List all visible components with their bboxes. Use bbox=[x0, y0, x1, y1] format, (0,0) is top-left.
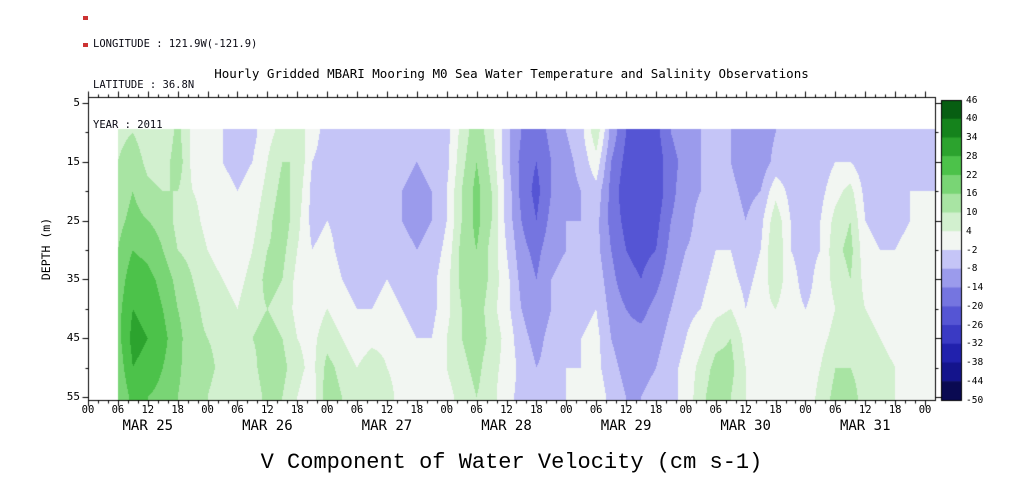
colorbar-tick-label: 22 bbox=[966, 169, 978, 181]
x-tick-label: 18 bbox=[530, 404, 543, 416]
x-day-label: MAR 28 bbox=[481, 418, 532, 434]
x-tick-label: 00 bbox=[679, 404, 693, 416]
y-tick-label: 45 bbox=[66, 331, 80, 345]
y-tick-label: 5 bbox=[73, 95, 80, 109]
y-tick-label: 35 bbox=[66, 272, 80, 286]
x-tick-label: 12 bbox=[261, 404, 274, 416]
latitude-label: LATITUDE : 36.8N bbox=[93, 78, 195, 91]
x-tick-label: 18 bbox=[649, 404, 663, 416]
colorbar-tick-label: -8 bbox=[966, 263, 978, 275]
x-tick-label: 18 bbox=[769, 404, 782, 416]
colorbar-tick-label: -44 bbox=[966, 375, 984, 387]
x-day-label: MAR 27 bbox=[361, 418, 413, 434]
x-tick-label: 12 bbox=[500, 404, 513, 416]
colorbar-tick-label: -26 bbox=[966, 319, 984, 331]
colorbar-tick-label: -14 bbox=[966, 282, 984, 293]
colorbar-tick-label: 28 bbox=[966, 150, 978, 162]
x-tick-label: 00 bbox=[799, 404, 812, 416]
colorbar-tick-label: -20 bbox=[966, 300, 984, 312]
y-tick-label: 25 bbox=[66, 213, 80, 227]
colorbar-tick-label: 34 bbox=[966, 132, 978, 143]
colorbar-tick-label: -38 bbox=[966, 357, 984, 368]
red-label-marker-icon bbox=[83, 43, 88, 47]
variable-title: V Component of Water Velocity (cm s-1) bbox=[260, 450, 763, 475]
colorbar-tick-label: 46 bbox=[966, 94, 978, 106]
x-tick-label: 18 bbox=[171, 404, 184, 416]
x-day-label: MAR 25 bbox=[122, 418, 174, 434]
x-tick-label: 06 bbox=[589, 404, 603, 416]
plot-title: Hourly Gridded MBARI Mooring M0 Sea Wate… bbox=[214, 66, 809, 81]
colorbar-tick-label: -2 bbox=[966, 244, 978, 256]
colorbar-tick-label: 4 bbox=[966, 225, 972, 237]
x-tick-label: 06 bbox=[829, 404, 842, 416]
red-label-marker-icon bbox=[83, 16, 88, 20]
x-tick-label: 12 bbox=[141, 404, 155, 416]
x-tick-label: 00 bbox=[559, 404, 573, 416]
x-day-label: MAR 31 bbox=[839, 418, 891, 434]
x-tick-label: 06 bbox=[111, 404, 125, 416]
x-day-label: MAR 26 bbox=[242, 418, 293, 434]
x-tick-label: 00 bbox=[918, 404, 932, 416]
y-tick-label: 15 bbox=[66, 154, 80, 168]
x-tick-label: 18 bbox=[290, 404, 304, 416]
colorbar-tick-label: 40 bbox=[966, 113, 978, 125]
y-tick-label: 55 bbox=[66, 390, 80, 404]
x-tick-label: 06 bbox=[709, 404, 723, 416]
x-tick-label: 06 bbox=[350, 404, 364, 416]
x-tick-label: 00 bbox=[320, 404, 334, 416]
x-tick-label: 12 bbox=[858, 404, 872, 416]
x-day-label: MAR 30 bbox=[720, 418, 771, 434]
x-tick-label: 12 bbox=[739, 404, 752, 416]
x-tick-label: 18 bbox=[888, 404, 902, 416]
longitude-label: LONGITUDE : 121.9W(-121.9) bbox=[93, 38, 258, 50]
x-tick-label: 06 bbox=[470, 404, 483, 416]
x-tick-label: 00 bbox=[81, 404, 95, 416]
colorbar-tick-label: -32 bbox=[966, 338, 984, 350]
colorbar-tick-label: -50 bbox=[966, 394, 984, 406]
x-tick-label: 00 bbox=[440, 404, 454, 416]
x-tick-label: 12 bbox=[380, 404, 394, 416]
header-info: LONGITUDE : 121.9W(-121.9) LATITUDE : 36… bbox=[93, 11, 257, 160]
colorbar-tick-label: 16 bbox=[966, 188, 978, 200]
year-label: YEAR : 2011 bbox=[93, 119, 163, 131]
colorbar-tick-label: 10 bbox=[966, 207, 978, 218]
x-tick-label: 12 bbox=[619, 404, 633, 416]
x-tick-label: 06 bbox=[231, 404, 244, 416]
x-day-label: MAR 29 bbox=[600, 418, 652, 434]
x-tick-label: 18 bbox=[410, 404, 424, 416]
x-tick-label: 00 bbox=[201, 404, 214, 416]
